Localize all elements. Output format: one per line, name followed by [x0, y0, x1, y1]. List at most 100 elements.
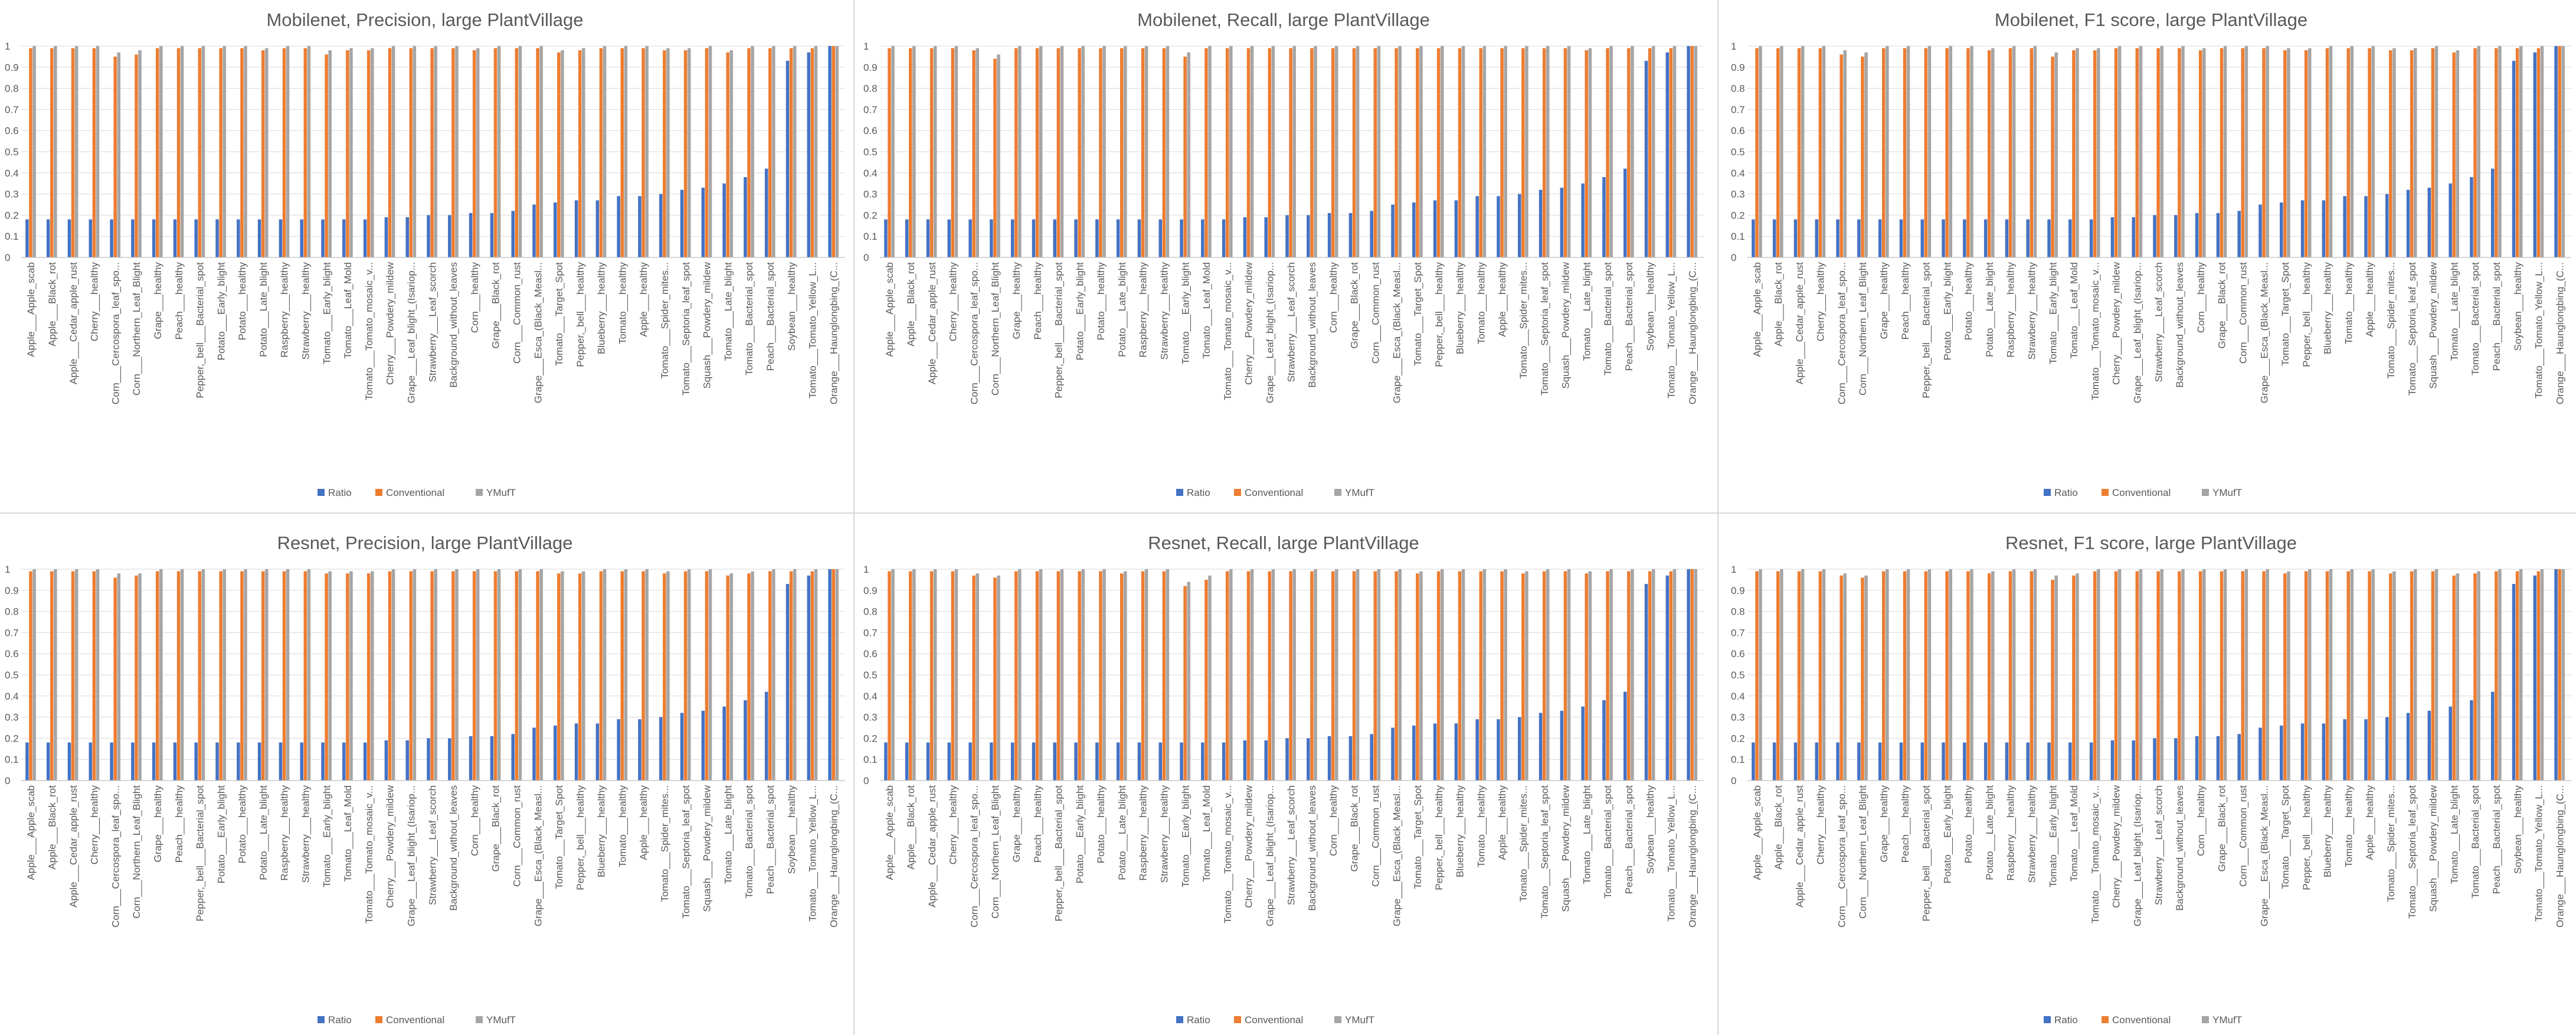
bar-conventional: [1352, 571, 1356, 781]
bar-conventional: [2283, 50, 2287, 257]
bar-conventional: [282, 48, 286, 257]
bar-conventional: [929, 571, 934, 781]
bar-ratio: [1264, 740, 1268, 781]
x-tick-label: Apple___healthy: [1497, 262, 1508, 337]
bar-ratio: [1327, 213, 1331, 257]
bar-conventional: [810, 48, 814, 257]
bar-ratio: [215, 742, 219, 781]
bar-conventional: [747, 573, 751, 781]
bar-ymuft: [1672, 569, 1677, 781]
x-tick-label: Tomato___Bacterial_spot: [2470, 262, 2481, 376]
y-tick-label: 0.7: [863, 104, 878, 115]
bar-ratio: [1201, 742, 1204, 781]
bar-conventional: [2093, 50, 2097, 257]
bar-conventional: [2051, 579, 2054, 781]
x-tick-label: Background_without_leaves: [2174, 262, 2185, 388]
bar-ymuft: [976, 48, 979, 257]
bar-ymuft: [1949, 569, 1952, 781]
x-tick-label: Apple___Cedar_apple_rust: [68, 262, 79, 384]
bar-conventional: [1014, 571, 1018, 781]
legend-swatch: [318, 489, 325, 496]
legend-label: Conventional: [386, 487, 444, 498]
bar-ratio: [1644, 61, 1648, 257]
legend-label: Conventional: [1245, 1014, 1303, 1026]
bar-ymuft: [391, 46, 395, 257]
bar-ratio: [511, 211, 515, 257]
bar-conventional: [366, 573, 371, 781]
bar-conventional: [92, 48, 96, 257]
x-tick-label: Tomato___Septoria_leaf_spot: [1539, 262, 1550, 396]
x-tick-label: Tomato___Late_blight: [2449, 262, 2460, 361]
y-tick-label: 0.6: [5, 125, 19, 136]
y-tick-label: 0.4: [863, 691, 878, 702]
bar-ymuft: [708, 46, 712, 257]
y-tick-label: 0: [5, 252, 10, 263]
bar-conventional: [810, 571, 814, 781]
bar-ymuft: [1525, 46, 1528, 257]
x-tick-label: Grape___healthy: [1011, 785, 1022, 863]
bar-ratio: [2153, 738, 2156, 781]
bar-ratio: [257, 742, 261, 781]
x-tick-label: Apple___Cedar_apple_rust: [927, 262, 938, 384]
bar-ratio: [1752, 219, 1755, 257]
bar-conventional: [1987, 573, 1991, 781]
bar-ymuft: [1314, 569, 1317, 781]
bar-ratio: [1539, 190, 1543, 257]
bar-conventional: [261, 571, 265, 781]
bar-ratio: [574, 200, 578, 257]
bar-conventional: [2495, 571, 2498, 781]
bar-conventional: [282, 571, 286, 781]
bar-conventional: [2410, 50, 2414, 257]
bar-conventional: [683, 50, 688, 257]
x-tick-label: Strawberry___Leaf_scorch: [1285, 785, 1297, 905]
bar-conventional: [1648, 48, 1652, 257]
bar-conventional: [2515, 48, 2519, 257]
bar-ymuft: [2244, 569, 2248, 781]
bar-ratio: [363, 219, 367, 257]
x-tick-label: Tomato___Bacterial_spot: [744, 262, 755, 376]
bar-ymuft: [497, 46, 501, 257]
x-tick-label: Tomato___Target_Spot: [2280, 262, 2291, 366]
bar-ymuft: [933, 46, 937, 257]
x-tick-label: Soybean___healthy: [2512, 785, 2523, 874]
x-tick-label: Blueberry___healthy: [2322, 785, 2333, 877]
x-tick-label: Apple___Apple_scab: [25, 785, 37, 880]
y-tick-label: 0.5: [863, 670, 878, 681]
bar-ymuft: [1208, 46, 1212, 257]
bar-ratio: [2258, 204, 2262, 257]
x-tick-label: Strawberry___Leaf_scorch: [2153, 785, 2164, 905]
x-tick-label: Pepper,_bell___Bacterial_spot: [1921, 785, 1932, 922]
chart-resnet-f1: Resnet, F1 score, large PlantVillage 0 0.1…: [1731, 533, 2571, 1026]
bar-ymuft: [793, 46, 797, 257]
bar-ymuft: [349, 48, 353, 257]
bar-conventional: [50, 571, 54, 781]
bar-ratio: [1307, 215, 1310, 257]
y-tick-label: 0.6: [1731, 648, 1745, 659]
x-tick-label: Apple___Cedar_apple_rust: [68, 785, 79, 907]
chart-panel-mobilenet-precision: Mobilenet, Precision, large PlantVillage…: [0, 0, 850, 508]
bar-ymuft: [1335, 46, 1338, 257]
y-tick-label: 0.2: [863, 733, 878, 744]
bar-ratio: [1095, 219, 1099, 257]
bar-ratio: [2280, 725, 2283, 781]
x-tick-label: Raspberry___healthy: [2005, 262, 2017, 358]
bar-conventional: [599, 571, 603, 781]
bar-ymuft: [1271, 46, 1275, 257]
x-tick-label: Tomato___Spider_mites...: [2385, 262, 2397, 379]
bar-ymuft: [1250, 569, 1254, 781]
bar-ymuft: [1060, 569, 1064, 781]
bar-ratio: [1963, 219, 1966, 257]
x-tick-label: Potato___healthy: [237, 262, 248, 341]
x-tick-label: Potato___Early_blight: [215, 262, 227, 361]
bar-ymuft: [1102, 46, 1106, 257]
x-tick-label: Apple___Black_rot: [905, 785, 917, 870]
bar-ymuft: [1780, 569, 1783, 781]
x-tick-label: Strawberry___Leaf_scorch: [427, 785, 438, 905]
x-tick-label: Tomato___Spider_mites...: [659, 262, 670, 379]
x-tick-label: Corn___Northern_Leaf_Blight: [131, 262, 142, 396]
bar-ymuft: [2287, 571, 2290, 781]
chart-title: Mobilenet, Recall, large PlantVillage: [1137, 9, 1430, 30]
bar-ymuft: [1672, 46, 1677, 257]
bar-ratio: [764, 691, 768, 781]
x-tick-label: Pepper,_bell___Bacterial_spot: [1053, 262, 1065, 399]
